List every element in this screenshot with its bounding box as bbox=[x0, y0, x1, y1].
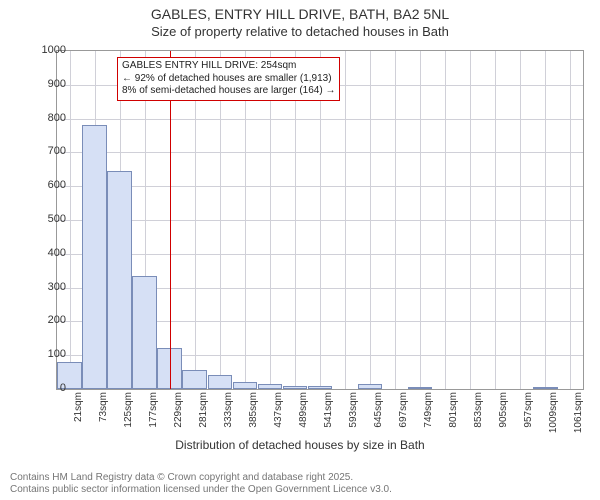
gridline-v bbox=[295, 51, 296, 389]
gridline-v bbox=[420, 51, 421, 389]
y-tick-label: 800 bbox=[26, 112, 66, 124]
histogram-bar bbox=[182, 370, 207, 389]
histogram-bar bbox=[132, 276, 157, 389]
x-axis-label: Distribution of detached houses by size … bbox=[0, 438, 600, 452]
histogram-bar bbox=[258, 384, 283, 389]
x-tick-label: 1009sqm bbox=[548, 392, 559, 433]
gridline-v bbox=[270, 51, 271, 389]
x-tick-label: 1061sqm bbox=[573, 392, 584, 433]
x-tick-label: 177sqm bbox=[148, 392, 159, 428]
x-tick-label: 489sqm bbox=[298, 392, 309, 428]
chart-title-block: GABLES, ENTRY HILL DRIVE, BATH, BA2 5NL … bbox=[0, 0, 600, 39]
y-tick-label: 100 bbox=[26, 348, 66, 360]
footer-line1: Contains HM Land Registry data © Crown c… bbox=[10, 472, 392, 484]
gridline-v bbox=[395, 51, 396, 389]
footer-line2: Contains public sector information licen… bbox=[10, 484, 392, 496]
histogram-bar bbox=[408, 387, 433, 389]
gridline-v bbox=[520, 51, 521, 389]
gridline-v bbox=[320, 51, 321, 389]
annotation-line2: ← 92% of detached houses are smaller (1,… bbox=[122, 73, 335, 86]
gridline-v bbox=[370, 51, 371, 389]
gridline-v bbox=[545, 51, 546, 389]
marker-line bbox=[170, 51, 171, 389]
x-tick-label: 125sqm bbox=[123, 392, 134, 428]
histogram-bar bbox=[208, 375, 233, 389]
annotation-line1: GABLES ENTRY HILL DRIVE: 254sqm bbox=[122, 60, 335, 73]
x-tick-label: 645sqm bbox=[373, 392, 384, 428]
x-tick-label: 437sqm bbox=[273, 392, 284, 428]
x-tick-label: 73sqm bbox=[98, 392, 109, 422]
y-tick-label: 1000 bbox=[26, 44, 66, 56]
histogram-bar bbox=[308, 386, 333, 389]
gridline-v bbox=[495, 51, 496, 389]
gridline-v bbox=[470, 51, 471, 389]
x-tick-label: 957sqm bbox=[523, 392, 534, 428]
y-tick-label: 300 bbox=[26, 281, 66, 293]
y-tick-label: 700 bbox=[26, 145, 66, 157]
gridline-v bbox=[345, 51, 346, 389]
chart-subtitle: Size of property relative to detached ho… bbox=[0, 24, 600, 39]
x-tick-label: 541sqm bbox=[323, 392, 334, 428]
gridline-v bbox=[195, 51, 196, 389]
x-tick-label: 853sqm bbox=[473, 392, 484, 428]
gridline-v bbox=[570, 51, 571, 389]
x-tick-label: 229sqm bbox=[173, 392, 184, 428]
y-tick-label: 900 bbox=[26, 78, 66, 90]
x-tick-label: 697sqm bbox=[398, 392, 409, 428]
histogram-bar bbox=[107, 171, 132, 389]
histogram-bar bbox=[82, 125, 107, 389]
annotation-box: GABLES ENTRY HILL DRIVE: 254sqm ← 92% of… bbox=[117, 57, 340, 101]
y-tick-label: 400 bbox=[26, 247, 66, 259]
x-tick-label: 385sqm bbox=[248, 392, 259, 428]
y-tick-label: 200 bbox=[26, 314, 66, 326]
annotation-line3: 8% of semi-detached houses are larger (1… bbox=[122, 85, 335, 98]
x-tick-label: 21sqm bbox=[73, 392, 84, 422]
y-tick-label: 0 bbox=[26, 382, 66, 394]
histogram-bar bbox=[233, 382, 258, 389]
footer-attribution: Contains HM Land Registry data © Crown c… bbox=[10, 472, 392, 496]
histogram-bar bbox=[533, 387, 558, 389]
x-tick-label: 593sqm bbox=[348, 392, 359, 428]
y-tick-label: 600 bbox=[26, 179, 66, 191]
x-tick-label: 281sqm bbox=[198, 392, 209, 428]
plot-area: GABLES ENTRY HILL DRIVE: 254sqm ← 92% of… bbox=[56, 50, 584, 390]
histogram-bar bbox=[358, 384, 383, 389]
x-tick-label: 905sqm bbox=[498, 392, 509, 428]
chart-title: GABLES, ENTRY HILL DRIVE, BATH, BA2 5NL bbox=[0, 6, 600, 22]
gridline-v bbox=[220, 51, 221, 389]
gridline-v bbox=[445, 51, 446, 389]
x-tick-label: 333sqm bbox=[223, 392, 234, 428]
gridline-v bbox=[70, 51, 71, 389]
x-tick-label: 749sqm bbox=[423, 392, 434, 428]
gridline-v bbox=[245, 51, 246, 389]
chart-area: Number of detached properties GABLES ENT… bbox=[0, 44, 600, 454]
histogram-bar bbox=[283, 386, 308, 389]
y-tick-label: 500 bbox=[26, 213, 66, 225]
x-tick-label: 801sqm bbox=[448, 392, 459, 428]
